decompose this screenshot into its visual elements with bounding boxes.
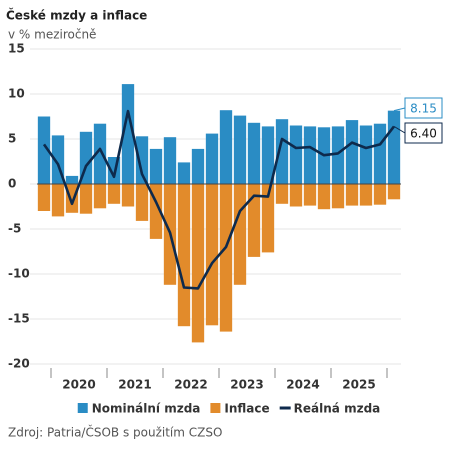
x-group-label: 2024: [286, 378, 319, 392]
x-group-label: 2022: [174, 378, 207, 392]
bar: [37, 184, 51, 211]
legend-label: Nominální mzda: [92, 402, 201, 416]
bar: [331, 126, 345, 184]
bar: [373, 123, 387, 184]
legend-label: Reálná mzda: [294, 402, 381, 416]
chart-subtitle: v % meziročně: [8, 28, 96, 42]
bar: [275, 119, 289, 184]
bar: [303, 184, 317, 206]
y-tick-label: 0: [8, 177, 16, 191]
bar: [37, 116, 51, 184]
callout-leader: [393, 125, 406, 134]
bar: [233, 184, 247, 285]
y-tick-label: -20: [8, 357, 30, 371]
bar: [219, 184, 233, 332]
bar: [275, 184, 289, 204]
bar: [93, 123, 107, 184]
bar: [387, 110, 401, 184]
y-tick-label: -10: [8, 267, 30, 281]
bar: [177, 162, 191, 184]
bar: [205, 184, 219, 326]
y-tick-label: -15: [8, 312, 30, 326]
line: [42, 109, 396, 290]
bar: [135, 136, 149, 184]
y-tick-label: 15: [8, 42, 25, 56]
bar: [289, 184, 303, 207]
bar: [331, 184, 345, 209]
bar: [135, 184, 149, 221]
bar: [219, 110, 233, 184]
bar: [233, 115, 247, 184]
y-tick-label: 10: [8, 87, 25, 101]
bar: [261, 126, 275, 184]
bar: [79, 184, 93, 214]
callout-box: [404, 122, 443, 144]
callout-box: [404, 97, 443, 119]
bar: [289, 125, 303, 184]
callout-leader: [393, 107, 406, 112]
x-group-label: 2025: [342, 378, 375, 392]
legend: Nominální mzda Inflace Reálná mzda: [77, 402, 381, 416]
bar: [205, 133, 219, 184]
bar: [373, 184, 387, 205]
bar: [303, 126, 317, 184]
bar: [247, 122, 261, 184]
y-tick-label: -5: [8, 222, 21, 236]
bar: [107, 184, 121, 204]
bar: [345, 184, 359, 206]
chart-title: České mzdy a inflace: [6, 8, 147, 23]
value-label: 6.40: [410, 127, 437, 141]
bar: [359, 184, 373, 206]
legend-swatch: [77, 403, 88, 413]
bar: [317, 184, 331, 210]
x-group-label: 2023: [230, 378, 263, 392]
bar: [387, 184, 401, 200]
bar: [261, 184, 275, 253]
bar: [247, 184, 261, 257]
bar: [65, 175, 79, 184]
bar: [177, 184, 191, 327]
bar: [191, 148, 205, 184]
legend-swatch: [210, 403, 221, 413]
bar: [93, 184, 107, 209]
bar: [51, 184, 65, 217]
legend-label: Inflace: [224, 402, 269, 416]
bar: [121, 84, 135, 184]
x-group-label: 2021: [118, 378, 151, 392]
value-label: 8.15: [410, 102, 437, 116]
bar: [359, 125, 373, 184]
bar: [121, 184, 135, 207]
bar: [191, 184, 205, 343]
bar: [163, 137, 177, 184]
bar: [149, 148, 163, 184]
x-group-label: 2020: [62, 378, 95, 392]
source-note: Zdroj: Patria/ČSOB s použitím CZSO: [8, 425, 222, 440]
y-tick-label: 5: [8, 132, 16, 146]
bar: [345, 120, 359, 184]
